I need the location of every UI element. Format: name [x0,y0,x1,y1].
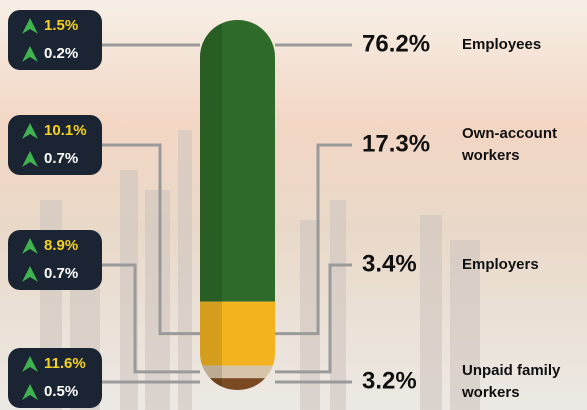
segment-name: Unpaid family workers [461,362,565,401]
change-label: 1.5% [44,17,78,34]
value-label: 76.2% [362,30,430,57]
change-label: 11.6% [44,355,86,372]
change-label: 0.2% [44,45,78,62]
segment-name: Employees [462,36,541,53]
value-label: 3.4% [362,250,417,277]
connector [275,143,352,336]
segment-name: Employers [462,256,539,273]
up-arrow [22,46,38,62]
segment-shade [200,20,222,302]
segment-shade [200,301,222,366]
bar-segment [200,301,275,366]
change-label: 0.7% [44,150,78,167]
bar-segment [200,378,275,390]
connector [102,143,200,336]
up-arrow [22,356,38,372]
segment-name: Own-account workers [461,125,561,164]
bar-segment [200,365,275,379]
up-arrow [22,123,38,139]
up-arrow [22,384,38,400]
up-arrow [22,238,38,254]
connector [102,263,200,374]
bar-segment [200,20,275,302]
up-arrow [22,18,38,34]
connector [275,263,352,374]
change-label: 8.9% [44,237,78,254]
change-label: 0.5% [44,383,78,400]
value-label: 17.3% [362,130,430,157]
bar [200,20,275,390]
value-label: 3.2% [362,367,417,394]
change-label: 0.7% [44,265,78,282]
up-arrow [22,266,38,282]
change-label: 10.1% [44,122,87,139]
up-arrow [22,151,38,167]
